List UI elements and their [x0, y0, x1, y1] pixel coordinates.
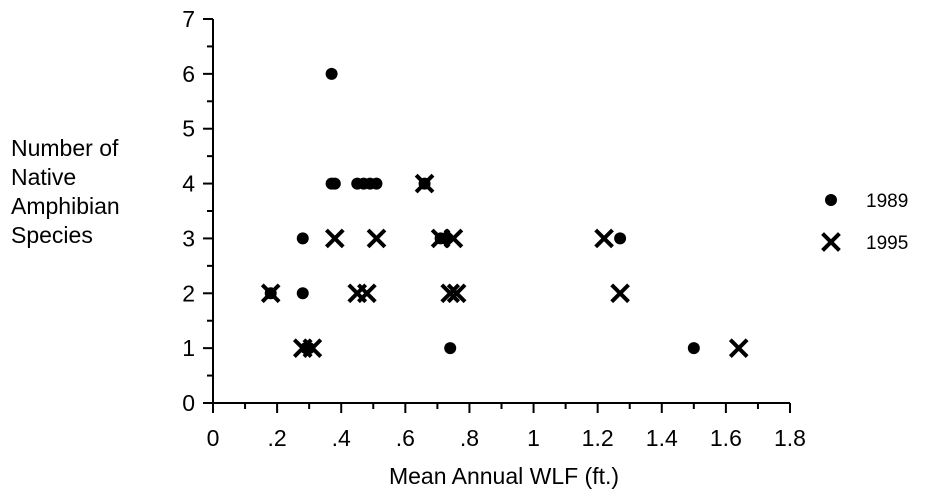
x-tick-label: .8 — [460, 425, 479, 451]
point-1995 — [440, 283, 461, 304]
legend-marker-1995 — [821, 232, 841, 252]
x-marker-stroke — [443, 228, 464, 249]
x-axis-title: Mean Annual WLF (ft.) — [389, 463, 619, 489]
axes: 0 .2 .4 .6 .8 1 1.2 1.4 1.6 1.8 0 1 2 3 4 5 6 7 — [182, 6, 806, 451]
x-marker-stroke — [357, 283, 377, 304]
x-marker-stroke — [414, 173, 435, 194]
x-tick-label: 1.6 — [710, 425, 742, 451]
y-tick-label: 6 — [182, 61, 195, 87]
point-1995 — [443, 228, 464, 249]
point-1995 — [728, 338, 749, 358]
y-tick-label: 4 — [182, 171, 195, 197]
point-1989 — [296, 232, 309, 245]
point-1995 — [302, 338, 323, 358]
y-axis-title-line: Number of — [11, 135, 119, 161]
x-marker-stroke — [324, 228, 345, 249]
legend-label: 1989 — [866, 191, 908, 212]
x-tick-label: .6 — [396, 425, 415, 451]
x-marker-stroke — [821, 232, 841, 252]
legend-marker-1989 — [825, 194, 837, 206]
x-tick-label: 1.4 — [646, 425, 678, 451]
x-marker-stroke — [728, 338, 749, 358]
y-tick-label: 3 — [182, 225, 195, 251]
y-tick-label: 1 — [182, 335, 195, 361]
x-marker-stroke — [594, 228, 614, 249]
x-marker-stroke — [610, 283, 630, 304]
point-1995 — [366, 228, 387, 249]
y-tick-label: 7 — [182, 6, 195, 32]
x-marker-stroke — [366, 228, 387, 249]
data-points — [260, 67, 749, 358]
point-1995 — [446, 283, 467, 304]
x-tick-label: 1.2 — [582, 425, 614, 451]
y-tick-label: 5 — [182, 116, 195, 142]
point-1989 — [614, 232, 627, 245]
x-marker-stroke — [446, 283, 467, 304]
x-marker-stroke — [260, 283, 281, 304]
x-tick-label: .2 — [268, 425, 287, 451]
point-1989 — [370, 177, 383, 190]
point-1989 — [296, 287, 309, 300]
legend: 1989 1995 — [821, 191, 908, 254]
point-1995 — [324, 228, 345, 249]
y-axis-title-line: Amphibian — [11, 193, 120, 219]
x-marker-stroke — [430, 228, 451, 249]
y-axis-title: Number of Native Amphibian Species — [11, 135, 120, 248]
x-tick-label: 1.8 — [774, 425, 806, 451]
point-1995 — [610, 283, 630, 304]
point-1989 — [325, 67, 338, 80]
x-tick-label: 1 — [527, 425, 540, 451]
point-1995 — [594, 228, 614, 249]
point-1995 — [357, 283, 377, 304]
x-marker-stroke — [302, 338, 323, 358]
point-1995 — [430, 228, 451, 249]
point-1989 — [328, 177, 341, 190]
y-tick-label: 2 — [182, 280, 195, 306]
axis-labels: Mean Annual WLF (ft.) Number of Native Amp… — [11, 135, 619, 489]
x-tick-label: 0 — [207, 425, 220, 451]
legend-label: 1995 — [866, 233, 908, 254]
x-tick-label: .4 — [332, 425, 351, 451]
y-axis-title-line: Species — [11, 222, 93, 248]
x-marker-stroke — [440, 283, 461, 304]
y-tick-label: 0 — [182, 390, 195, 416]
point-1989 — [444, 342, 457, 355]
point-1995 — [414, 173, 435, 194]
point-1989 — [687, 342, 700, 355]
y-axis-title-line: Native — [11, 164, 76, 190]
point-1995 — [260, 283, 281, 304]
